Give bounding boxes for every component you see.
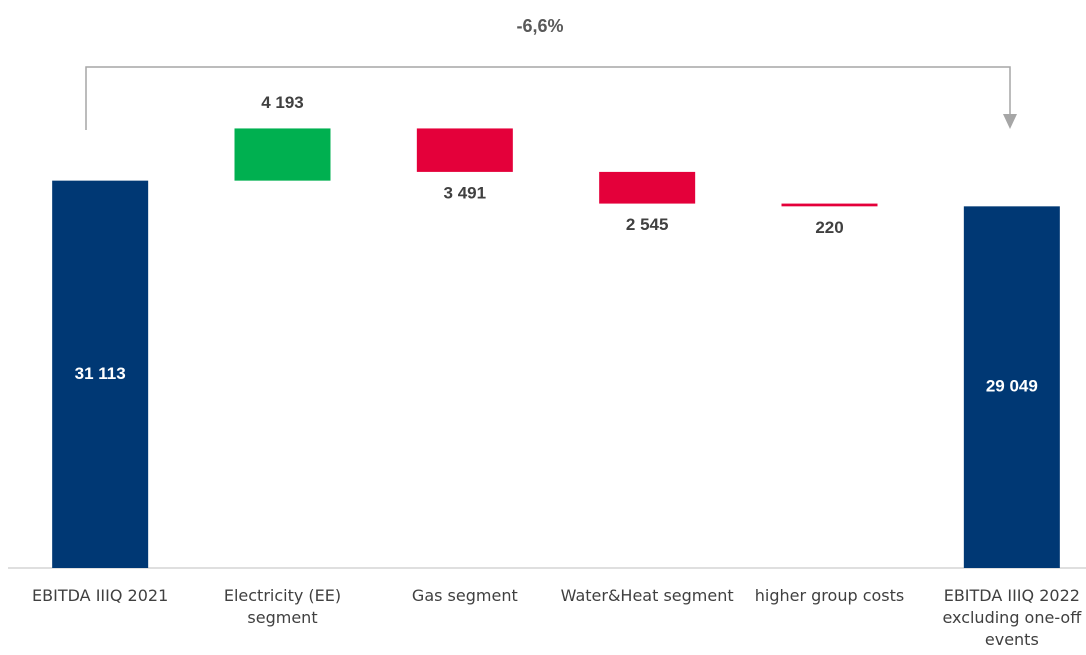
annotation: -6,6%	[516, 16, 563, 36]
category-label: Water&Heat segment	[560, 586, 734, 605]
value-label: 31 113	[75, 364, 126, 383]
category-label: EBITDA IIIQ 2021	[32, 586, 169, 605]
category-label: EBITDA IIIQ 2022 excluding one-off event…	[942, 586, 1082, 649]
value-label: 220	[815, 218, 843, 237]
value-label: 4 193	[261, 93, 304, 112]
bar	[234, 128, 331, 181]
bar	[781, 203, 878, 207]
category-label: Electricity (EE) segment	[223, 586, 342, 627]
category-label: higher group costs	[754, 586, 905, 605]
bracket	[85, 66, 1011, 130]
bar	[599, 171, 696, 204]
category-label: Gas segment	[411, 586, 518, 605]
bar	[963, 206, 1060, 568]
value-label: 3 491	[444, 183, 487, 202]
bar	[52, 180, 149, 569]
value-label: 2 545	[626, 215, 669, 234]
value-label: 29 049	[986, 377, 1038, 396]
bar	[416, 128, 513, 172]
arrow-head	[1003, 114, 1017, 129]
